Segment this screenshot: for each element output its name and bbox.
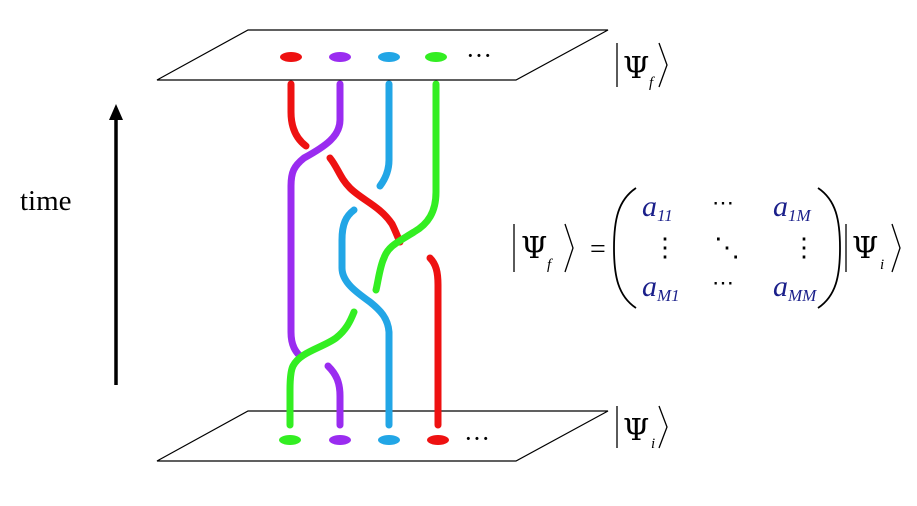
matrix-a1M: a1M	[773, 190, 812, 225]
matrix-hdots-bottom: ⋯	[712, 271, 734, 296]
time-label: time	[20, 185, 72, 217]
green-strand-mid	[286, 308, 358, 429]
bottom-dot-green	[279, 435, 301, 445]
red-strand-top	[287, 80, 310, 150]
top-dot-purple	[329, 52, 351, 62]
lhs-ket-subscript: f	[547, 257, 553, 273]
matrix-hdots-top: ⋯	[712, 191, 734, 216]
rhs-ket-psi: Ψ	[852, 231, 878, 266]
bottom-ket-subscript: i	[651, 436, 655, 452]
purple-strand-top	[287, 80, 344, 360]
top-ket-psi: Ψ	[623, 51, 649, 86]
matrix-a11: a11	[642, 190, 673, 225]
matrix-vdots-left: ⋮	[652, 233, 678, 263]
bottom-ellipsis: ···	[464, 424, 490, 453]
bottom-dot-purple	[329, 435, 351, 445]
top-ket-subscript: f	[649, 75, 655, 91]
matrix-aM1: aM1	[642, 270, 680, 305]
top-dot-blue	[378, 52, 400, 62]
blue-strand-mid	[338, 206, 393, 429]
matrix-aMM: aMM	[773, 270, 817, 305]
equals-sign: =	[590, 234, 606, 265]
top-dot-red	[280, 52, 302, 62]
bottom-ket-psi: Ψ	[623, 413, 649, 448]
bottom-dot-red	[427, 435, 449, 445]
purple-strand-bottom	[324, 362, 344, 429]
top-ellipsis: ···	[466, 41, 492, 70]
rhs-ket-subscript: i	[880, 257, 884, 273]
top-dot-green	[425, 52, 447, 62]
green-strand-top	[372, 80, 440, 294]
matrix-vdots-right: ⋮	[791, 233, 817, 263]
bottom-dots	[279, 435, 449, 445]
braid-strands	[286, 80, 442, 429]
matrix-left-paren	[613, 187, 637, 309]
unitary-equation: Ψ f = a11 ⋯ a1M ⋮ ⋱ ⋮ aM1 ⋯ aMM	[513, 187, 901, 309]
top-dots	[280, 52, 447, 62]
bottom-dot-blue	[378, 435, 400, 445]
red-strand-bottom	[426, 254, 442, 429]
time-arrow-head	[109, 104, 123, 120]
red-strand-mid	[326, 154, 404, 246]
top-ket: Ψ f	[616, 42, 668, 91]
blue-strand-top	[376, 80, 393, 190]
matrix-ddots: ⋱	[714, 233, 740, 263]
bottom-ket: Ψ i	[616, 405, 668, 452]
lhs-ket-psi: Ψ	[521, 231, 547, 266]
matrix-right-paren	[817, 187, 841, 309]
